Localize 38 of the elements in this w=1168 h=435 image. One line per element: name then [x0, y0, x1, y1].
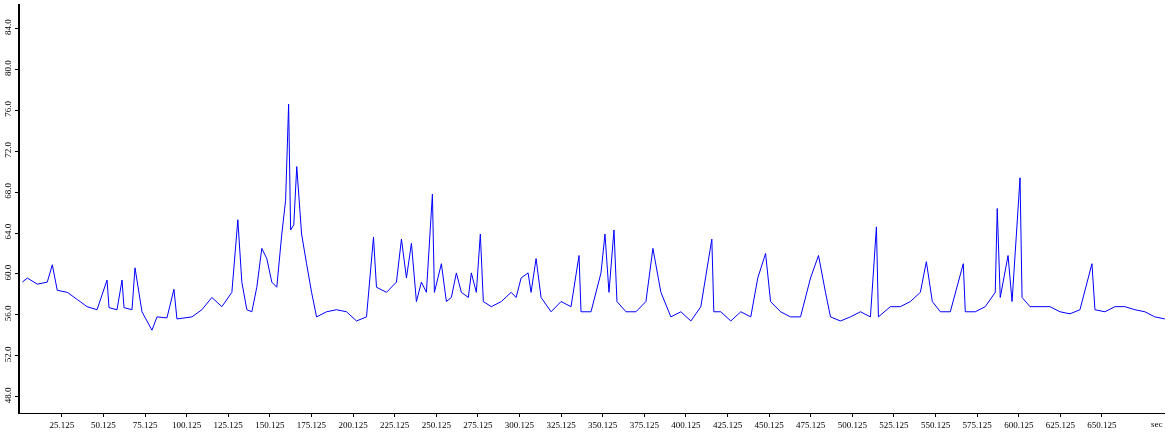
x-tick-label: 600.125: [1004, 419, 1034, 430]
y-tick-label: 60.0: [3, 264, 14, 281]
y-tick-label: 48.0: [3, 386, 14, 404]
x-tick-label: 500.125: [837, 419, 868, 430]
y-tick-label: 84.0: [3, 18, 14, 36]
x-tick-label: 225.125: [380, 419, 410, 430]
x-tick-label: 475.125: [796, 419, 826, 430]
x-tick-label: 400.125: [671, 419, 702, 430]
y-tick-label: 64.0: [3, 223, 14, 240]
x-tick-label: 450.125: [754, 419, 785, 430]
x-tick-label: 300.125: [504, 419, 535, 430]
x-tick-label: 200.125: [338, 419, 369, 430]
x-tick-label: 375.125: [629, 419, 660, 430]
y-tick-label: 72.0: [3, 141, 14, 158]
x-tick-label: 50.125: [91, 419, 117, 430]
x-tick-label: 100.125: [172, 419, 202, 430]
x-tick-label: 250.125: [421, 419, 452, 430]
x-tick-label: 175.125: [296, 419, 327, 430]
x-tick-label: 150.125: [255, 419, 285, 430]
line-series: [21, 103, 1165, 331]
y-tick-label: 56.0: [3, 305, 14, 322]
x-tick-label: 550.125: [920, 419, 951, 430]
x-tick-label: 75.125: [132, 419, 158, 430]
y-tick-label: 76.0: [3, 100, 14, 117]
y-tick-label: 68.0: [3, 182, 14, 199]
x-axis-title: sec: [1151, 419, 1163, 429]
x-tick-label: 525.125: [879, 419, 910, 430]
x-tick-label: 625.125: [1045, 419, 1076, 430]
x-tick-label: 325.125: [546, 419, 577, 430]
x-tick-label: 125.125: [213, 419, 244, 430]
y-tick-label: 52.0: [3, 346, 14, 363]
x-tick-label: 25.125: [49, 419, 75, 430]
x-tick-label: 650.125: [1087, 419, 1118, 430]
x-tick-label: 425.125: [712, 419, 743, 430]
x-tick-label: 350.125: [588, 419, 618, 430]
x-tick-label: 575.125: [962, 419, 993, 430]
y-tick-label: 80.0: [3, 59, 14, 76]
x-tick-label: 275.125: [463, 419, 494, 430]
